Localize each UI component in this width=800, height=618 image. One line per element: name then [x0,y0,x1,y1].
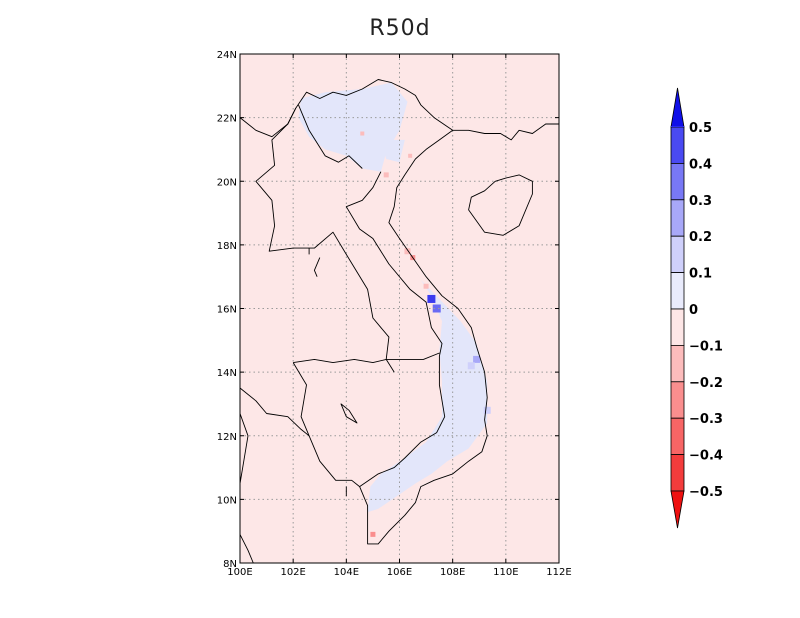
border-laos-vietnam-north [298,104,363,169]
y-tick-label: 8N [223,559,237,570]
colorbar-level-label: −0.4 [689,449,723,464]
colorbar-level-label: −0.1 [689,339,723,354]
colorbar-level-label: 0.4 [689,157,712,172]
colorbar: 0.5 0.4 0.3 0.2 0.1 0 −0.1 −0.2 −0.3 −0.4 −0.5 [670,87,723,529]
x-tick-label: 104E [334,567,359,578]
gridlines [240,54,559,563]
y-tick-label: 18N [217,241,237,252]
colorbar-level-label: −0.5 [689,485,723,500]
positive-anomaly-region-3 [367,279,488,513]
colorbar-top-edge [671,126,684,127]
anomaly-pixel-5 [483,406,491,414]
colorbar-bin-5 [670,272,685,310]
y-tick-label: 24N [217,50,237,61]
anomaly-pixel-1 [427,294,436,303]
anomaly-pixel-7 [404,248,411,255]
coast-thai-peninsula [239,413,249,484]
x-tick-label: 110E [493,567,518,578]
colorbar-bin-8 [670,381,685,419]
anomaly-pixel-3 [473,355,481,363]
colorbar-bin-4 [670,235,685,273]
border-cambodia-west [292,362,310,436]
x-tick-label: 102E [280,567,305,578]
x-tick-label: 112E [546,567,571,578]
colorbar-level-label: −0.2 [689,376,723,391]
axis-ticks: 100E 102E 104E 106E 108E 110E 112E 8N 10N 12N 14N 1… [217,50,572,578]
y-tick-label: 20N [217,177,237,188]
anomaly-pixel-4 [467,362,475,370]
colorbar-level-label: −0.3 [689,412,723,427]
colorbar-bin-2 [670,162,685,201]
coast-gulf-of-thailand [239,387,360,487]
anomaly-pixel-11 [360,131,365,136]
colorbar-level-label: 0 [689,303,698,318]
colorbar-bin-3 [670,199,685,237]
y-tick-label: 12N [217,432,237,443]
y-tick-label: 16N [217,305,237,316]
coast-thai-south [239,534,254,564]
colorbar-level-label: 0.5 [689,121,712,136]
colorbar-bottom-arrow [670,490,685,529]
colorbar-bin-10 [670,454,685,492]
colorbar-level-label: 0.1 [689,267,712,282]
colorbar-bin-6 [670,308,685,346]
tonle-sap-lake [340,403,358,424]
plot-area: 100E 102E 104E 106E 108E 110E 112E 8N 10N 12N 14N 1… [217,50,572,578]
colorbar-bin-1 [670,126,685,164]
anomaly-pixel-10 [370,531,376,537]
border-vietnam-cambodia-laos [345,171,446,487]
positive-anomaly-region-2 [380,139,405,163]
x-tick-label: 100E [227,567,252,578]
border-cambodia-north [293,352,440,364]
lake-detail [313,257,321,277]
border-laos-thailand [255,107,395,373]
map-title: R50d [369,16,431,41]
hainan-island [468,174,533,236]
anomaly-pixel-12 [408,153,413,158]
anomaly-pixel-9 [423,283,429,289]
colorbar-level-label: 0.3 [689,194,712,209]
y-tick-label: 22N [217,114,237,125]
anomaly-pixel-2 [432,304,441,313]
anomaly-pixel-6 [383,172,389,178]
x-tick-label: 108E [440,567,465,578]
colorbar-bin-7 [670,344,685,383]
colorbar-bin-9 [670,417,685,456]
colorbar-level-label: 0.2 [689,230,712,245]
y-tick-label: 14N [217,368,237,379]
coastlines-and-borders [239,79,559,564]
x-tick-label: 106E [387,567,412,578]
coast-vietnam [359,129,488,545]
y-tick-label: 10N [217,495,237,506]
positive-anomaly-region-1 [298,82,408,172]
colorbar-top-arrow [670,87,685,128]
